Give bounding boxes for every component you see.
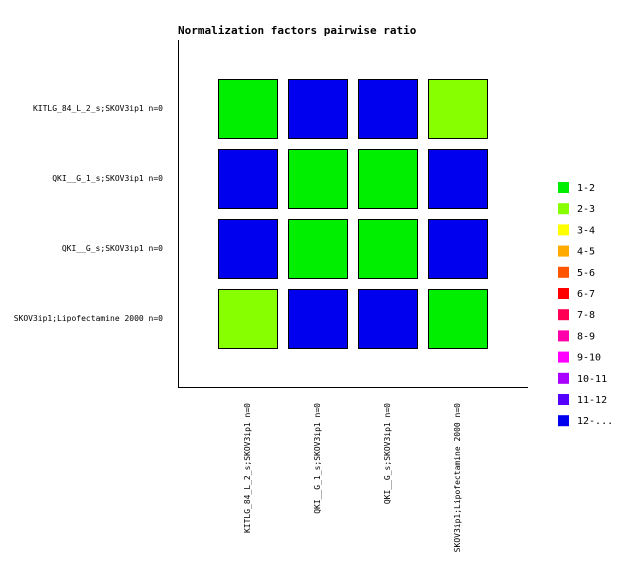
legend-swatch	[558, 266, 569, 278]
legend-label: 5-6	[577, 268, 595, 279]
legend-label: 4-5	[577, 247, 595, 258]
column-label: KITLG_84_L_2_s;SKOV3ip1 n=0	[243, 403, 252, 533]
heatmap-cell	[218, 149, 278, 209]
legend-swatch	[558, 394, 569, 405]
row-label: KITLG_84_L_2_s;SKOV3ip1 n=0	[33, 104, 163, 113]
legend-swatch	[558, 245, 569, 257]
legend-label: 12-...	[577, 416, 613, 427]
row-label: QKI__G_1_s;SKOV3ip1 n=0	[52, 174, 163, 183]
legend-swatch	[558, 415, 569, 427]
heatmap-cell	[358, 219, 418, 279]
heatmap-cell	[428, 289, 488, 349]
column-label: QKI__G_1_s;SKOV3ip1 n=0	[313, 403, 322, 514]
legend-label: 3-4	[577, 225, 595, 236]
legend-label: 1-2	[577, 183, 595, 194]
column-label: QKI__G_s;SKOV3ip1 n=0	[383, 403, 392, 504]
legend-swatch	[558, 288, 569, 299]
row-label: QKI__G_s;SKOV3ip1 n=0	[62, 244, 163, 253]
legend-label: 7-8	[577, 310, 595, 321]
heatmap-cell	[218, 79, 278, 139]
heatmap-cell	[428, 149, 488, 209]
heatmap-cell	[288, 149, 348, 209]
legend-swatch	[558, 182, 569, 193]
heatmap-cell	[288, 79, 348, 139]
legend-label: 11-12	[577, 395, 607, 406]
legend-label: 10-11	[577, 374, 607, 385]
legend-label: 2-3	[577, 204, 595, 215]
legend-label: 9-10	[577, 353, 601, 364]
legend-swatch	[558, 309, 569, 321]
heatmap-cell	[358, 289, 418, 349]
heatmap-cell	[218, 219, 278, 279]
heatmap-cell	[358, 79, 418, 139]
column-label: SKOV3ip1;Lipofectamine 2000 n=0	[453, 403, 462, 552]
heatmap-cell	[358, 149, 418, 209]
legend-swatch	[558, 330, 569, 342]
heatmap-cell	[428, 219, 488, 279]
legend-label: 8-9	[577, 331, 595, 342]
heatmap-cell	[428, 79, 488, 139]
chart-title: Normalization factors pairwise ratio	[178, 24, 417, 37]
heatmap-cell	[288, 219, 348, 279]
legend-swatch	[558, 372, 569, 384]
legend-label: 6-7	[577, 289, 595, 300]
legend-swatch	[558, 351, 569, 363]
legend-swatch	[558, 203, 569, 215]
heatmap-cell	[288, 289, 348, 349]
row-label: SKOV3ip1;Lipofectamine 2000 n=0	[14, 314, 163, 323]
heatmap-cell	[218, 289, 278, 349]
legend-swatch	[558, 224, 569, 236]
